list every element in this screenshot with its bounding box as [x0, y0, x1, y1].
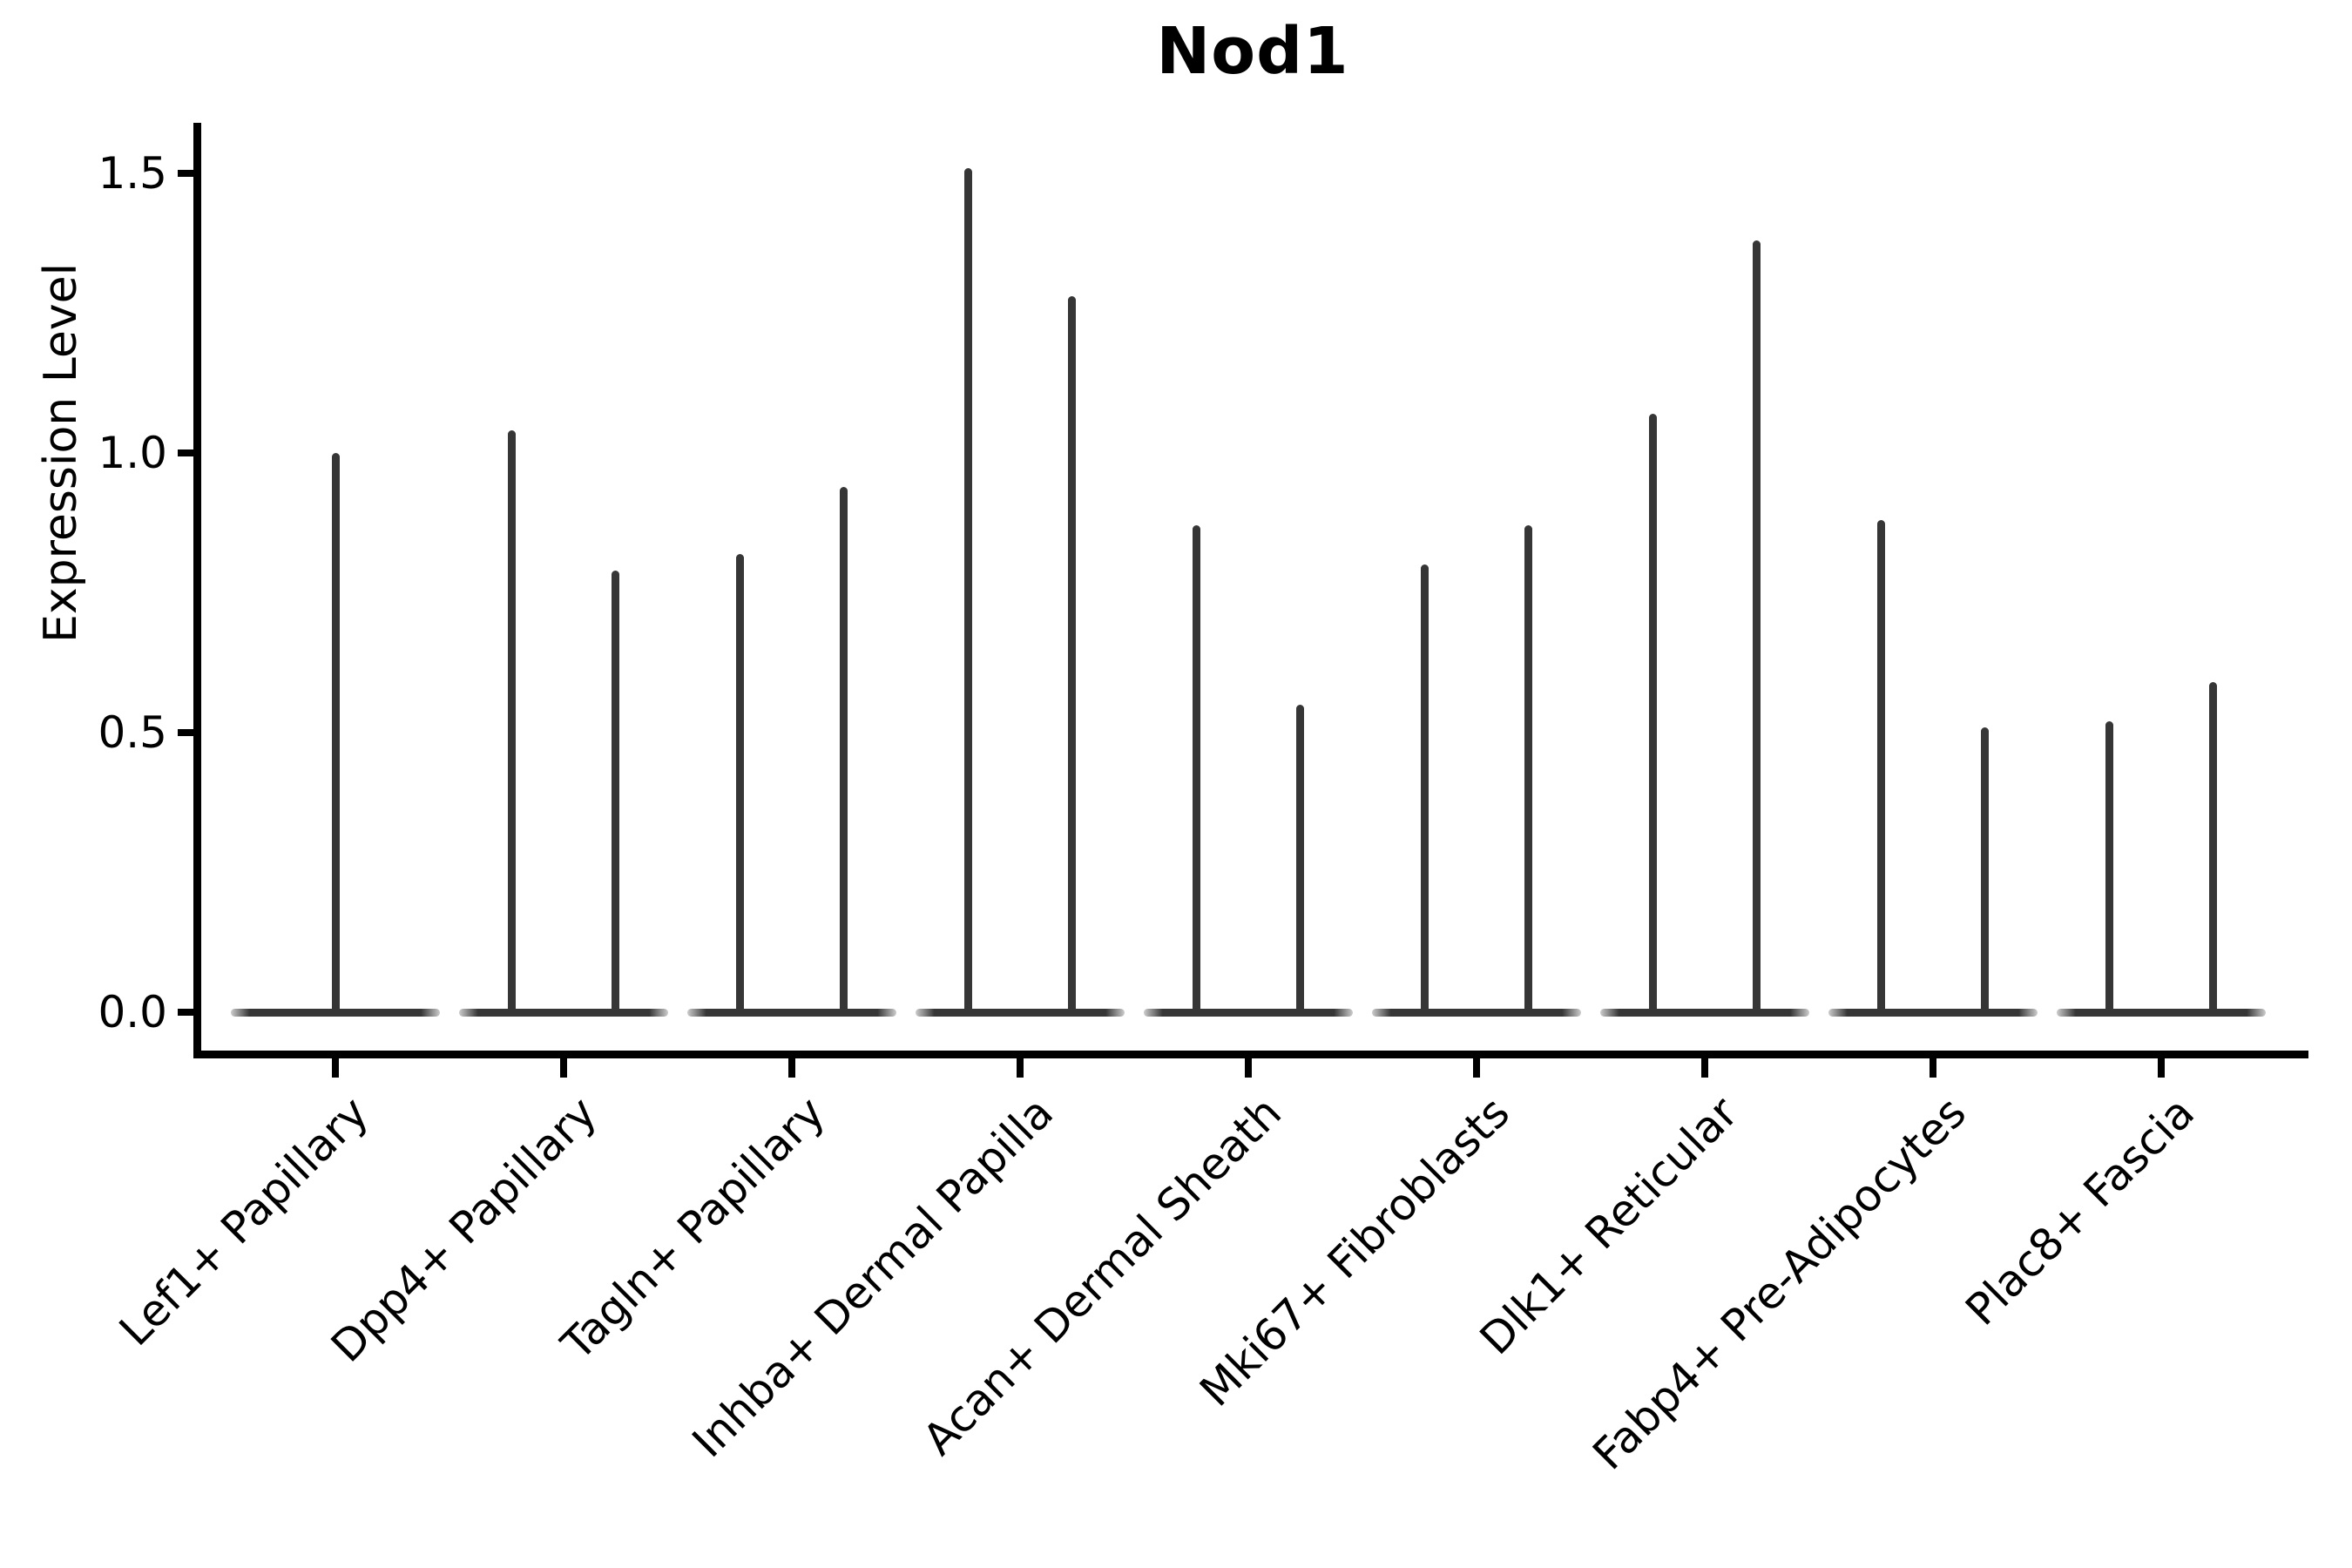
y-axis-spine [193, 123, 201, 1058]
violin-spike [1421, 564, 1429, 1012]
x-tick-mark [788, 1057, 795, 1078]
x-tick-mark [1473, 1057, 1480, 1078]
violin-spike [964, 167, 972, 1012]
x-tick-label: Fabp4+ Pre-Adipocytes [1583, 1087, 1977, 1480]
x-tick-mark [1701, 1057, 1708, 1078]
x-tick-mark [560, 1057, 567, 1078]
violin-baseline [687, 1009, 896, 1017]
x-tick-mark [332, 1057, 339, 1078]
violin-spike [1753, 240, 1761, 1012]
violin-spike [840, 486, 848, 1012]
violin-spike [1068, 296, 1076, 1012]
violin-spike [2105, 721, 2113, 1012]
y-tick-mark [178, 729, 197, 736]
x-tick-mark [1017, 1057, 1024, 1078]
x-tick-label: Lef1+ Papillary [109, 1087, 379, 1356]
violin-baseline [459, 1009, 668, 1017]
y-tick-mark [178, 449, 197, 456]
violin-baseline [1372, 1009, 1581, 1017]
violin-spike [1981, 727, 1989, 1012]
y-tick-label: 1.0 [98, 428, 167, 478]
x-tick-mark [1930, 1057, 1936, 1078]
y-tick-mark [178, 1009, 197, 1016]
x-tick-mark [1245, 1057, 1252, 1078]
violin-spike [1877, 520, 1885, 1012]
chart-title: Nod1 [1156, 14, 1349, 89]
violin-baseline [916, 1009, 1125, 1017]
violin-spike [508, 430, 516, 1012]
violin-spike [2209, 682, 2217, 1012]
violin-spike [1524, 525, 1532, 1012]
violin-baseline [231, 1009, 440, 1017]
violin-baseline [1828, 1009, 2038, 1017]
x-tick-label: Inhba+ Dermal Papilla [682, 1087, 1064, 1468]
violin-baseline [1600, 1009, 1809, 1017]
violin-spike [1296, 704, 1304, 1012]
violin-baseline [1144, 1009, 1353, 1017]
y-tick-label: 0.0 [98, 987, 167, 1037]
y-tick-label: 1.5 [98, 148, 167, 199]
x-axis-spine [193, 1051, 2308, 1058]
violin-spike [736, 553, 744, 1012]
y-tick-mark [178, 170, 197, 177]
violin-spike [612, 570, 619, 1012]
x-tick-mark [2158, 1057, 2165, 1078]
violin-spike [1193, 525, 1200, 1012]
y-tick-label: 0.5 [98, 707, 167, 758]
violin-spike [331, 453, 340, 1012]
x-tick-label: Plac8+ Fascia [1956, 1087, 2205, 1335]
violin-spike [1649, 414, 1657, 1012]
violin-baseline [2057, 1009, 2266, 1017]
